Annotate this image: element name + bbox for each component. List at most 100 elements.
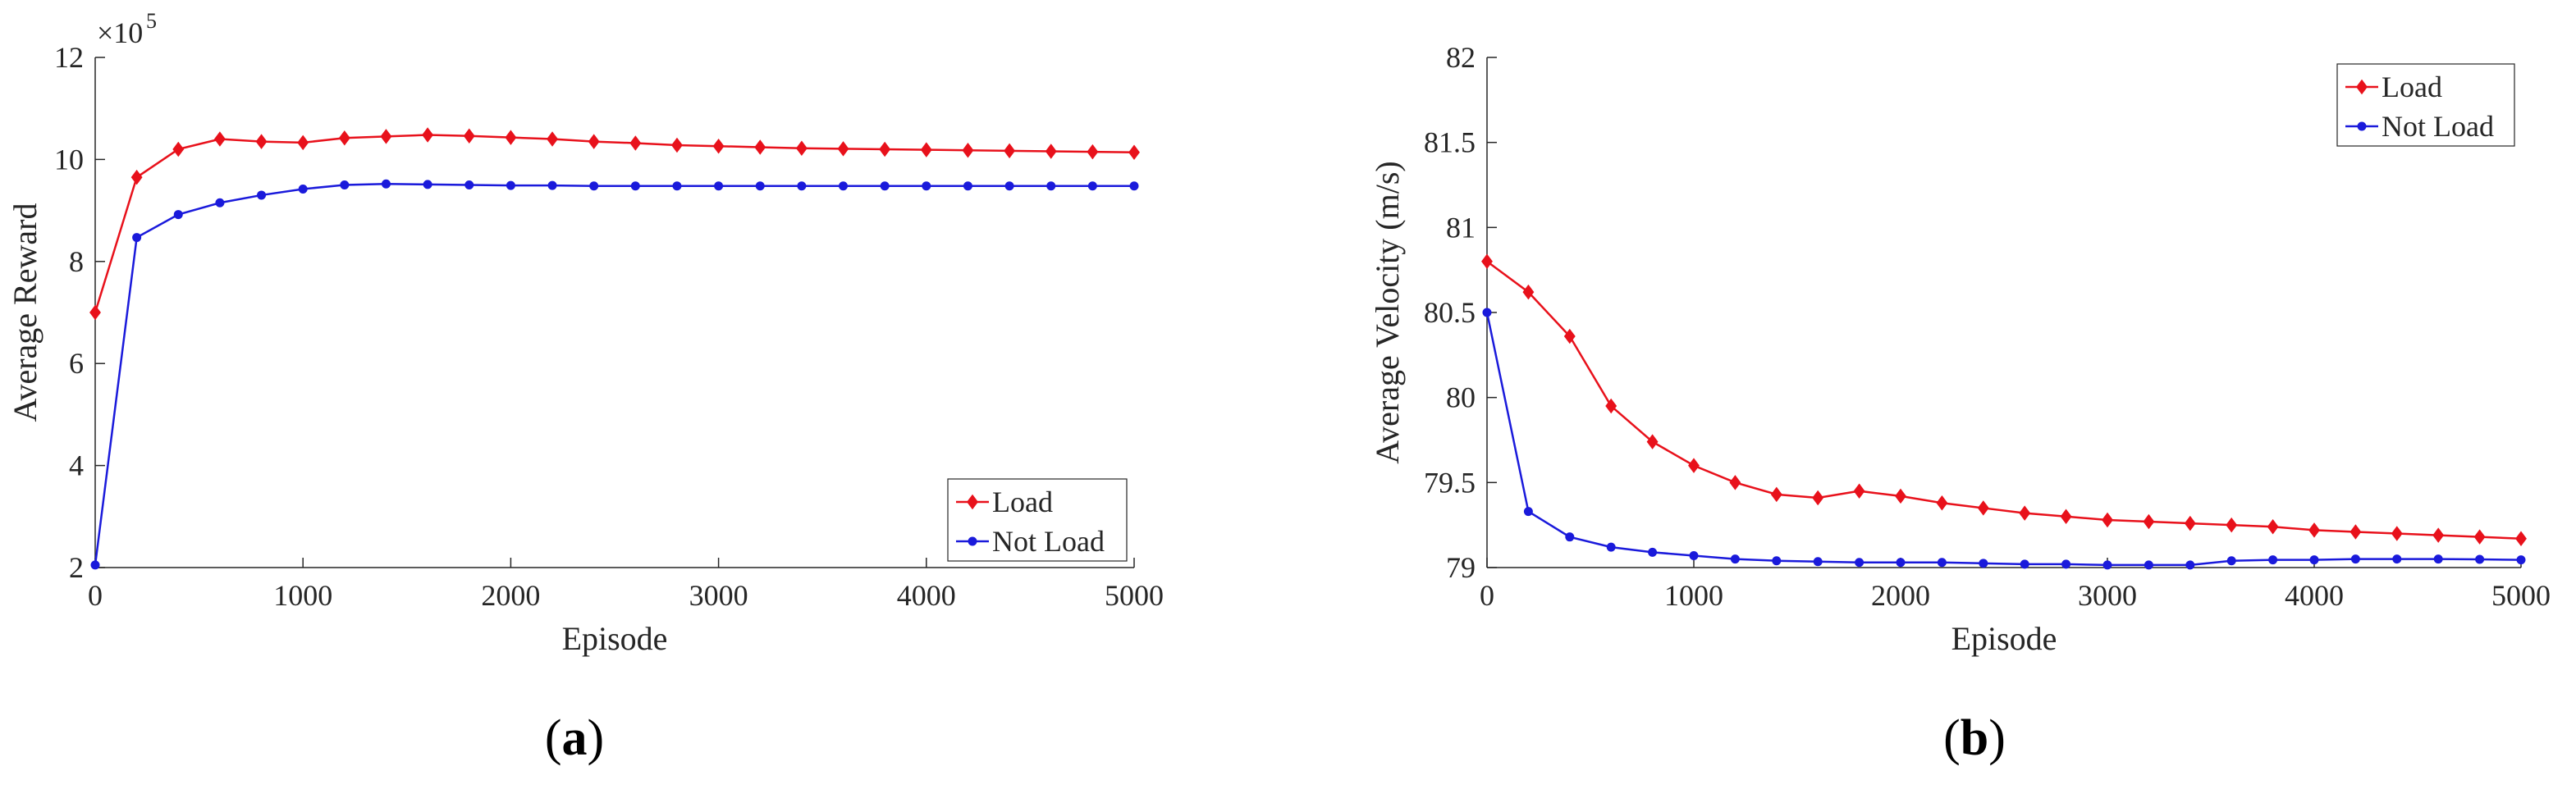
data-point	[547, 180, 557, 190]
data-point	[1896, 558, 1906, 568]
data-point	[2226, 556, 2236, 566]
data-point	[2226, 517, 2238, 533]
caption-close-paren: )	[1988, 710, 2006, 766]
data-point	[1522, 284, 1535, 300]
data-point	[340, 180, 350, 189]
y-tick-label: 80	[1446, 381, 1476, 414]
data-point	[2102, 512, 2113, 528]
data-point	[2309, 555, 2319, 565]
data-point	[2515, 531, 2527, 547]
legend-box	[2336, 63, 2515, 147]
caption-close-paren: )	[588, 710, 605, 766]
data-point	[257, 190, 267, 200]
data-point	[1045, 144, 1057, 159]
data-point	[714, 181, 724, 191]
data-point	[422, 127, 434, 143]
y-tick-label: 82	[1446, 41, 1476, 74]
y-tick-label: 81.5	[1424, 126, 1476, 159]
x-axis-label: Episode	[562, 620, 668, 657]
data-point	[2516, 555, 2526, 565]
data-point	[1565, 532, 1575, 542]
data-point	[837, 141, 849, 157]
panel-caption-b: (b)	[1943, 710, 2006, 766]
caption-open-paren: (	[1943, 710, 1961, 766]
data-point	[2475, 554, 2485, 564]
data-point	[505, 130, 517, 145]
data-point	[213, 131, 226, 147]
y-tick-label: 79.5	[1424, 466, 1476, 499]
x-tick-label: 3000	[689, 579, 748, 612]
data-point	[423, 180, 432, 189]
x-tick-label: 0	[1480, 579, 1494, 612]
data-point	[672, 181, 682, 191]
data-point	[1128, 144, 1140, 160]
legend: Load Not Load	[947, 478, 1128, 562]
data-point	[1605, 398, 1617, 414]
x-tick-label: 2000	[481, 579, 540, 612]
data-point	[1087, 181, 1097, 191]
data-point	[380, 129, 392, 144]
x-tick-label: 1000	[273, 579, 332, 612]
data-point	[712, 138, 725, 154]
data-point	[1936, 495, 1948, 511]
data-point	[1770, 486, 1782, 503]
caption-letter: b	[1961, 710, 1988, 766]
data-point	[1606, 542, 1616, 552]
data-point	[172, 141, 185, 157]
x-tick-label: 4000	[897, 579, 956, 612]
y-tick-label: 8	[69, 245, 84, 278]
data-point	[754, 139, 766, 155]
x-tick-label: 1000	[1664, 579, 1723, 612]
data-point	[2143, 513, 2155, 530]
series-line	[1485, 312, 2522, 567]
data-point	[506, 180, 515, 190]
data-point	[2020, 559, 2029, 569]
data-point	[2060, 509, 2072, 525]
data-point	[1004, 181, 1014, 191]
data-point	[464, 180, 474, 189]
data-point	[879, 141, 891, 157]
x-tick-label: 4000	[2285, 579, 2344, 612]
data-point	[1646, 434, 1659, 449]
data-point	[255, 134, 268, 149]
x-tick-label: 0	[88, 579, 103, 612]
y-tick-label: 79	[1446, 551, 1476, 584]
data-point	[1979, 559, 1988, 568]
data-point	[2144, 560, 2153, 570]
data-point	[298, 184, 308, 194]
data-point	[1004, 143, 1016, 159]
data-point	[839, 181, 849, 191]
data-point	[1729, 475, 1741, 490]
data-point	[797, 181, 807, 191]
x-tick-label: 5000	[1105, 579, 1164, 612]
legend: Load Not Load	[2336, 63, 2515, 147]
y-tick-label: 10	[54, 143, 84, 176]
y-tick-label: 4	[69, 449, 84, 482]
data-point	[130, 169, 143, 185]
data-point	[1481, 253, 1493, 270]
data-point	[2350, 554, 2360, 564]
chart-panel-b: 0 1000 2000 3000 4000 5000 79 79.5 80 80.5 81 81.5 8…	[1369, 41, 2551, 657]
y-axis-exponent: 5	[146, 9, 157, 33]
legend-marker	[967, 494, 978, 510]
data-point	[1772, 556, 1782, 566]
data-point	[2102, 560, 2112, 570]
data-point	[463, 128, 475, 144]
data-point	[1812, 490, 1824, 506]
data-point	[963, 181, 972, 191]
data-point	[630, 181, 640, 191]
data-point	[589, 181, 599, 191]
data-point	[2432, 527, 2445, 543]
data-point	[880, 181, 890, 191]
caption-open-paren: (	[545, 710, 562, 766]
legend-label: Load	[992, 486, 1053, 518]
x-tick-label: 5000	[2491, 579, 2551, 612]
data-point	[2184, 515, 2196, 531]
data-point	[2391, 526, 2403, 541]
data-point	[671, 137, 683, 153]
data-point	[1689, 550, 1699, 560]
data-point	[1853, 483, 1865, 499]
data-point	[173, 210, 183, 220]
caption-letter: a	[562, 710, 588, 766]
legend-marker	[2356, 79, 2368, 95]
